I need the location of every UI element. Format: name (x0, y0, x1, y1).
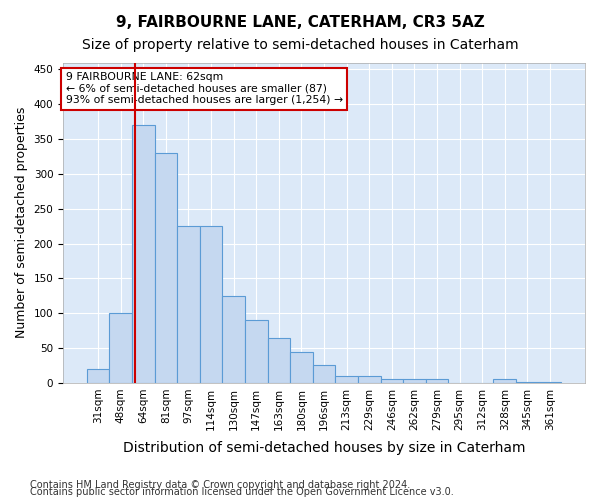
Text: Contains public sector information licensed under the Open Government Licence v3: Contains public sector information licen… (30, 487, 454, 497)
Bar (516, 382, 539, 383)
Bar (290, 352, 313, 383)
Bar (358, 376, 380, 383)
Bar (313, 366, 335, 383)
Bar (132, 125, 155, 383)
Text: 9 FAIRBOURNE LANE: 62sqm
← 6% of semi-detached houses are smaller (87)
93% of se: 9 FAIRBOURNE LANE: 62sqm ← 6% of semi-de… (65, 72, 343, 106)
Bar (403, 380, 425, 383)
Bar (200, 226, 223, 383)
Bar (335, 376, 358, 383)
Bar (493, 380, 516, 383)
Bar (177, 226, 200, 383)
Bar (268, 338, 290, 383)
Text: 9, FAIRBOURNE LANE, CATERHAM, CR3 5AZ: 9, FAIRBOURNE LANE, CATERHAM, CR3 5AZ (116, 15, 484, 30)
Text: Contains HM Land Registry data © Crown copyright and database right 2024.: Contains HM Land Registry data © Crown c… (30, 480, 410, 490)
Bar (245, 320, 268, 383)
X-axis label: Distribution of semi-detached houses by size in Caterham: Distribution of semi-detached houses by … (123, 441, 525, 455)
Bar (87, 369, 109, 383)
Bar (380, 380, 403, 383)
Text: Size of property relative to semi-detached houses in Caterham: Size of property relative to semi-detach… (82, 38, 518, 52)
Bar (539, 382, 561, 383)
Bar (155, 153, 177, 383)
Y-axis label: Number of semi-detached properties: Number of semi-detached properties (15, 107, 28, 338)
Bar (223, 296, 245, 383)
Bar (425, 380, 448, 383)
Bar (109, 313, 132, 383)
